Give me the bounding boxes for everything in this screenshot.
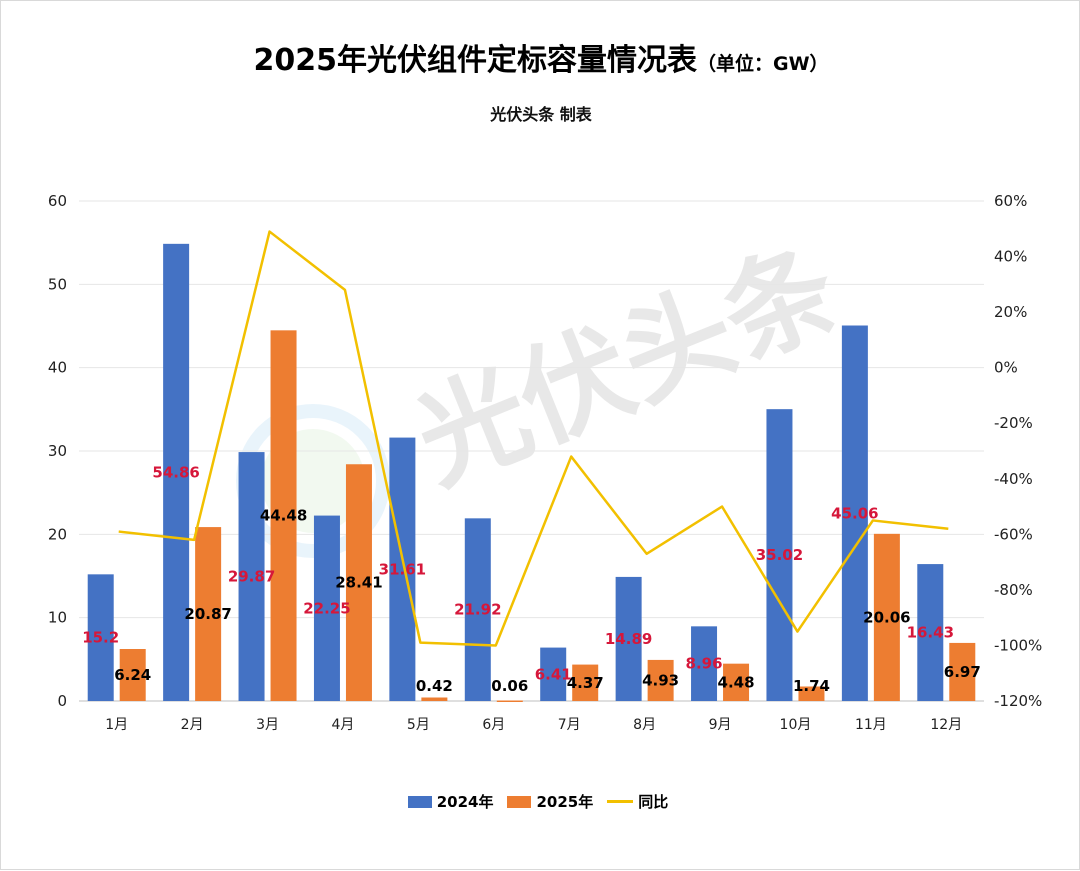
data-label-2025: 4.37 bbox=[567, 674, 604, 692]
legend-item-2025[interactable]: 2025年 bbox=[507, 791, 593, 812]
data-label-2024: 16.43 bbox=[907, 624, 954, 642]
y-tick-label: 0 bbox=[57, 692, 67, 710]
x-tick-label: 12月 bbox=[930, 717, 962, 733]
y-tick-label: 10 bbox=[48, 609, 67, 627]
data-label-2025: 4.48 bbox=[718, 673, 755, 691]
data-label-2025: 20.87 bbox=[184, 605, 231, 623]
x-tick-label: 6月 bbox=[482, 717, 505, 733]
data-label-2024: 22.25 bbox=[303, 599, 350, 617]
bar-2025 bbox=[421, 698, 447, 702]
legend-label-yoy: 同比 bbox=[638, 791, 668, 812]
x-tick-label: 10月 bbox=[780, 717, 812, 733]
y2-tick-label: 20% bbox=[994, 303, 1027, 321]
x-tick-label: 2月 bbox=[181, 717, 204, 733]
data-label-2025: 0.42 bbox=[416, 677, 453, 695]
legend-item-yoy[interactable]: 同比 bbox=[607, 791, 668, 812]
data-label-2025: 6.24 bbox=[114, 666, 151, 684]
legend-swatch-2025 bbox=[507, 796, 531, 808]
data-label-2024: 54.86 bbox=[152, 463, 199, 481]
x-tick-label: 9月 bbox=[709, 717, 732, 733]
data-label-2025: 4.93 bbox=[642, 671, 679, 689]
data-label-2024: 15.2 bbox=[82, 629, 119, 647]
x-tick-label: 7月 bbox=[558, 717, 581, 733]
x-tick-label: 8月 bbox=[633, 717, 656, 733]
legend: 2024年 2025年 同比 bbox=[1, 791, 1080, 812]
data-label-2025: 6.97 bbox=[944, 663, 981, 681]
legend-item-2024[interactable]: 2024年 bbox=[408, 791, 494, 812]
y-tick-label: 50 bbox=[48, 275, 67, 293]
x-tick-label: 4月 bbox=[331, 717, 354, 733]
y2-tick-label: -80% bbox=[994, 581, 1033, 599]
data-label-2025: 28.41 bbox=[335, 574, 382, 592]
y-tick-label: 40 bbox=[48, 359, 67, 377]
y-tick-label: 30 bbox=[48, 442, 67, 460]
data-label-2025: 20.06 bbox=[863, 608, 910, 626]
y2-tick-label: -60% bbox=[994, 525, 1033, 543]
data-label-2024: 31.61 bbox=[379, 560, 426, 578]
x-tick-label: 3月 bbox=[256, 717, 279, 733]
y-tick-label: 20 bbox=[48, 525, 67, 543]
data-label-2024: 14.89 bbox=[605, 630, 652, 648]
x-tick-label: 5月 bbox=[407, 717, 430, 733]
y-tick-label: 60 bbox=[48, 192, 67, 210]
legend-swatch-yoy bbox=[607, 800, 633, 803]
data-label-2024: 29.87 bbox=[228, 568, 275, 586]
data-label-2025: 0.06 bbox=[491, 677, 528, 695]
legend-label-2024: 2024年 bbox=[437, 791, 494, 812]
bar-2025 bbox=[497, 701, 523, 703]
legend-label-2025: 2025年 bbox=[536, 791, 593, 812]
data-label-2024: 8.96 bbox=[686, 655, 723, 673]
data-label-2025: 44.48 bbox=[260, 507, 307, 525]
y2-tick-label: 60% bbox=[994, 192, 1027, 210]
y2-tick-label: -120% bbox=[994, 692, 1042, 710]
x-tick-label: 11月 bbox=[855, 717, 887, 733]
data-label-2024: 35.02 bbox=[756, 546, 803, 564]
data-label-2024: 21.92 bbox=[454, 601, 501, 619]
y2-tick-label: 0% bbox=[994, 359, 1018, 377]
data-label-2025: 1.74 bbox=[793, 677, 830, 695]
y2-tick-label: -20% bbox=[994, 414, 1033, 432]
y2-tick-label: 40% bbox=[994, 248, 1027, 266]
legend-swatch-2024 bbox=[408, 796, 432, 808]
x-tick-label: 1月 bbox=[105, 717, 128, 733]
data-label-2024: 45.06 bbox=[831, 504, 878, 522]
y2-tick-label: -100% bbox=[994, 636, 1042, 654]
y2-tick-label: -40% bbox=[994, 470, 1033, 488]
